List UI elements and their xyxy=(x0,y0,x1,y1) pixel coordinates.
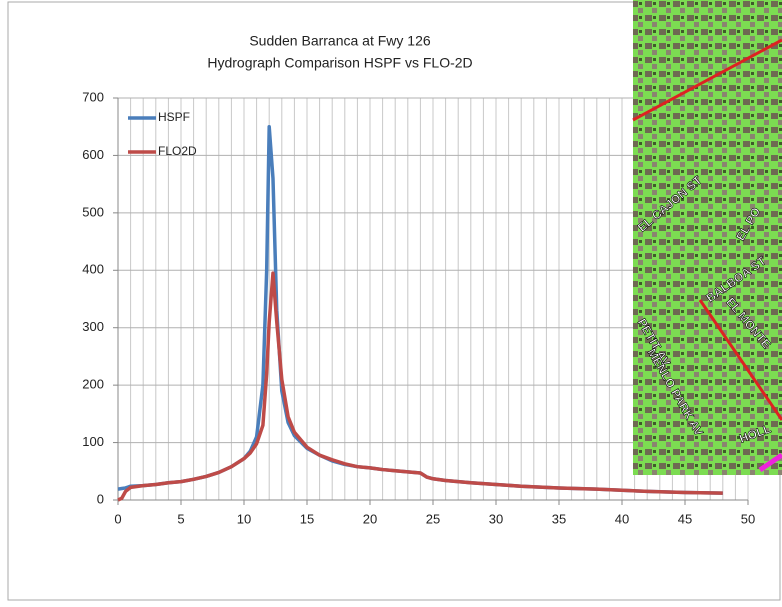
map-line xyxy=(698,299,782,421)
legend-label: FLO2D xyxy=(158,144,197,158)
legend-label: HSPF xyxy=(158,110,190,124)
x-tick-label: 45 xyxy=(678,511,692,526)
map-line xyxy=(632,38,782,122)
y-tick-label: 0 xyxy=(97,491,104,506)
map-background xyxy=(633,0,782,475)
x-tick-label: 15 xyxy=(300,511,314,526)
y-tick-label: 700 xyxy=(82,89,104,104)
y-tick-label: 500 xyxy=(82,204,104,219)
chart-subtitle: Hydrograph Comparison HSPF vs FLO-2D xyxy=(207,55,472,71)
x-tick-label: 0 xyxy=(114,511,121,526)
x-tick-label: 10 xyxy=(237,511,251,526)
x-tick-label: 50 xyxy=(741,511,755,526)
y-tick-label: 600 xyxy=(82,147,104,162)
series-line xyxy=(117,271,723,502)
y-tick-label: 300 xyxy=(82,319,104,334)
y-tick-label: 200 xyxy=(82,377,104,392)
x-tick-label: 40 xyxy=(615,511,629,526)
map-line xyxy=(758,452,782,473)
x-tick-label: 30 xyxy=(489,511,503,526)
x-tick-label: 5 xyxy=(177,511,184,526)
x-tick-label: 35 xyxy=(552,511,566,526)
y-tick-label: 100 xyxy=(82,434,104,449)
x-tick-label: 20 xyxy=(363,511,377,526)
chart-title: Sudden Barranca at Fwy 126 xyxy=(249,33,431,49)
y-tick-label: 400 xyxy=(82,262,104,277)
plot: 0 100 200 300 400 500 600 700 0 5 10 15 20 25 30 35 40 45… xyxy=(82,89,755,526)
x-tick-label: 25 xyxy=(426,511,440,526)
